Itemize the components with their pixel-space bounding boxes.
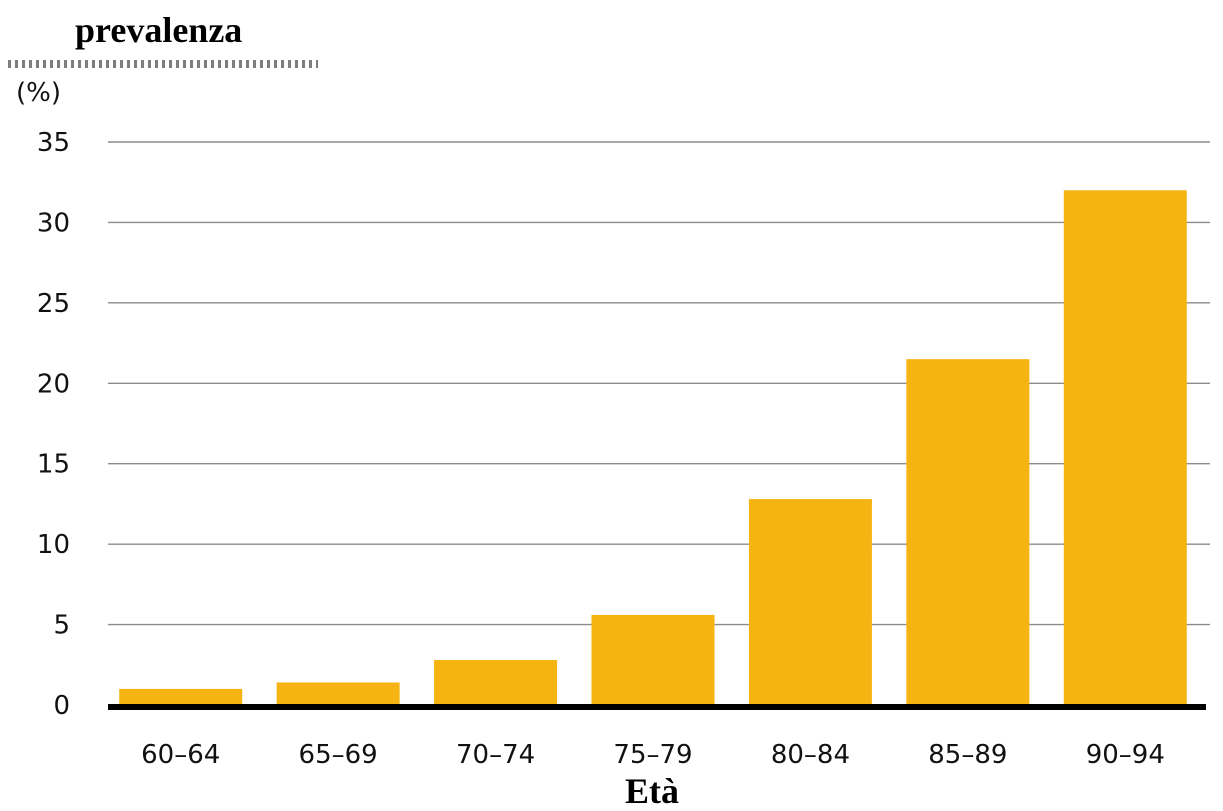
y-tick-label-35: 35 xyxy=(37,128,70,158)
x-tick-label-90–94: 90–94 xyxy=(1086,740,1165,770)
y-tick-label-10: 10 xyxy=(37,530,70,560)
y-tick-label-30: 30 xyxy=(37,208,70,238)
y-tick-label-15: 15 xyxy=(37,450,70,480)
bar-80–84 xyxy=(748,499,872,705)
bar-90–94 xyxy=(1063,190,1187,705)
y-tick-label-5: 5 xyxy=(53,611,70,641)
x-tick-label-60–64: 60–64 xyxy=(141,740,220,770)
title-box: prevalenza xyxy=(0,0,350,60)
bar-75–79 xyxy=(591,614,715,705)
y-tick-label-20: 20 xyxy=(37,369,70,399)
x-axis-title: Età xyxy=(625,771,679,811)
x-axis-title-box: Età xyxy=(560,770,845,809)
x-tick-label-80–84: 80–84 xyxy=(771,740,850,770)
x-tick-label-65–69: 65–69 xyxy=(299,740,378,770)
x-tick-labels: 60–64 65–69 70–74 75–79 80–84 85–89 90–94 xyxy=(141,740,1165,770)
x-tick-label-75–79: 75–79 xyxy=(613,740,692,770)
bar-60–64 xyxy=(119,688,243,705)
y-axis-unit-label: (%) xyxy=(16,78,61,108)
y-tick-label-25: 25 xyxy=(37,289,70,319)
y-tick-label-0: 0 xyxy=(53,691,70,721)
bars xyxy=(119,190,1187,705)
bar-70–74 xyxy=(434,659,558,705)
gridlines xyxy=(108,141,1210,626)
x-tick-label-85–89: 85–89 xyxy=(928,740,1007,770)
bar-85–89 xyxy=(906,359,1030,705)
bar-65–69 xyxy=(276,682,400,705)
y-tick-labels: 0 5 10 15 20 25 30 35 xyxy=(37,128,70,721)
cropped-axis-caption xyxy=(8,60,323,68)
chart-title: prevalenza xyxy=(75,10,243,50)
x-tick-label-70–74: 70–74 xyxy=(456,740,535,770)
